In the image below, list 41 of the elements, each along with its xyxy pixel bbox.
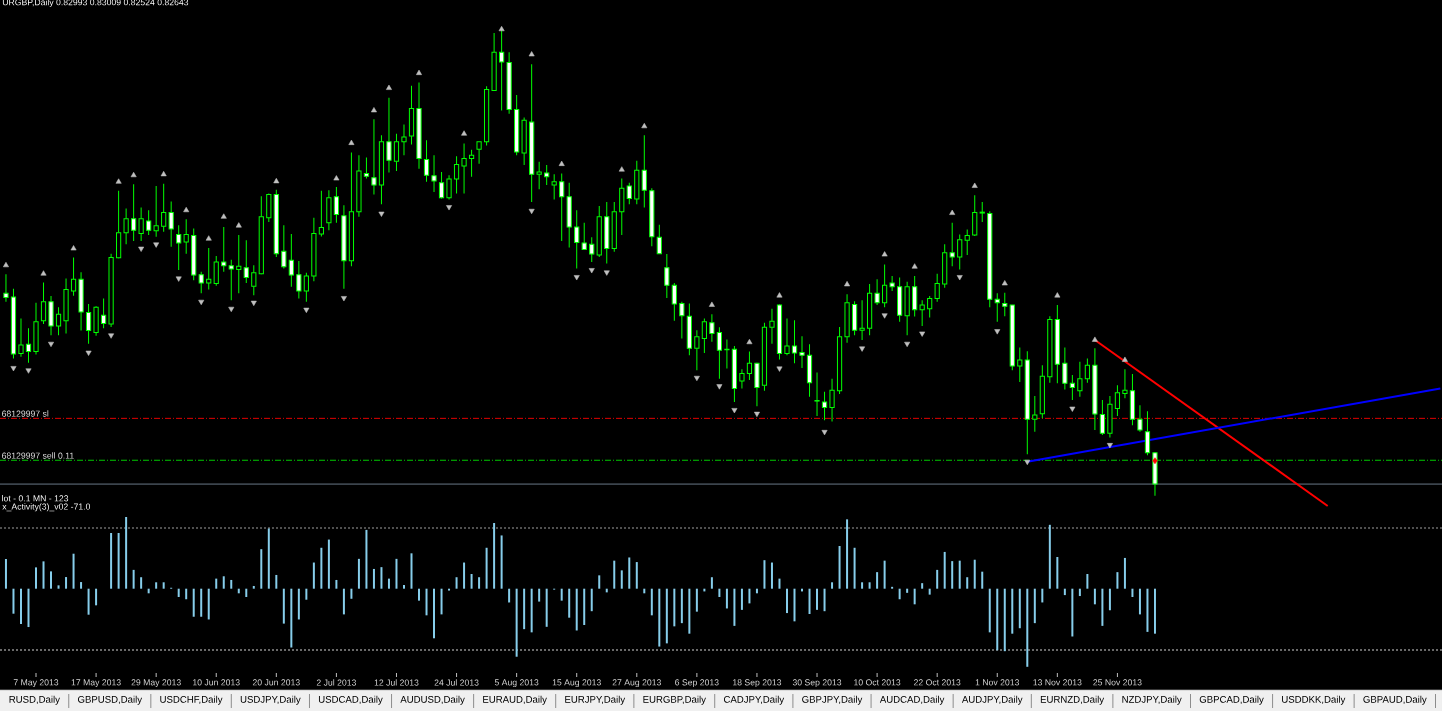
x-tick-label: 30 Sep 2013 xyxy=(792,679,842,688)
text: USDDKK,Daily xyxy=(1282,695,1346,705)
x-tick-label: 7 May 2013 xyxy=(13,679,59,688)
x-tick-label: 20 Jun 2013 xyxy=(252,679,300,686)
x-tick-label: 5 Aug 2013 xyxy=(494,679,539,688)
x-tick-label: 27 Aug 2013 xyxy=(612,679,661,688)
x-tick-label: 17 May 2013 xyxy=(71,679,121,688)
x-tick-label: 22 Oct 2013 xyxy=(914,679,961,686)
text: GBPCAD,Daily xyxy=(1199,695,1264,705)
x-tick-label: 13 Nov 2013 xyxy=(1033,679,1082,686)
ref-line-label: 68129997 sl xyxy=(2,410,49,417)
x-tick-label: 6 Sep 2013 xyxy=(675,679,719,688)
text: EURNZD,Daily xyxy=(1040,695,1105,705)
x-tick-label: 12 Jul 2013 xyxy=(374,679,419,686)
x-tick-label: 29 May 2013 xyxy=(131,679,181,688)
x-tick-label: 25 Nov 2013 xyxy=(1093,679,1142,686)
x-tick-label: 1 Nov 2013 xyxy=(975,679,1020,686)
text: NZDJPY,Daily xyxy=(1122,695,1182,705)
text: USDCAD,Daily xyxy=(318,695,383,705)
text: EURGBP,Daily xyxy=(643,695,706,705)
text: RUSD,Daily xyxy=(9,695,60,705)
x-tick-label: 18 Sep 2013 xyxy=(733,679,782,688)
text: AUDUSD,Daily xyxy=(400,695,465,705)
annotation: lot - 0.1 MN - 123 xyxy=(2,495,69,502)
text: AUDCAD,Daily xyxy=(879,695,945,705)
text: EURJPY,Daily xyxy=(565,695,626,705)
text: EURAUD,Daily xyxy=(483,695,547,705)
text: USDCHF,Daily xyxy=(160,695,223,705)
text: GBPJPY,Daily xyxy=(802,695,863,705)
text: AUDJPY,Daily xyxy=(961,695,1023,705)
text: CADJPY,Daily xyxy=(723,695,785,705)
x-tick-label: 10 Oct 2013 xyxy=(854,679,901,686)
chart-title: x_Activity(3)_v02 -71.0 xyxy=(2,503,91,512)
text: USDJPY,Daily xyxy=(240,695,301,705)
text: GBPUSD,Daily xyxy=(77,695,143,705)
x-tick-label: 2 Jul 2013 xyxy=(316,679,356,686)
x-tick-label: 10 Jun 2013 xyxy=(193,679,240,686)
x-tick-label: 15 Aug 2013 xyxy=(552,679,601,688)
text: GBPAUD,Daily xyxy=(1363,695,1427,705)
x-tick-label: 24 Jul 2013 xyxy=(434,679,479,686)
ref-line-label: 68129997 sell 0.11 xyxy=(2,452,74,459)
